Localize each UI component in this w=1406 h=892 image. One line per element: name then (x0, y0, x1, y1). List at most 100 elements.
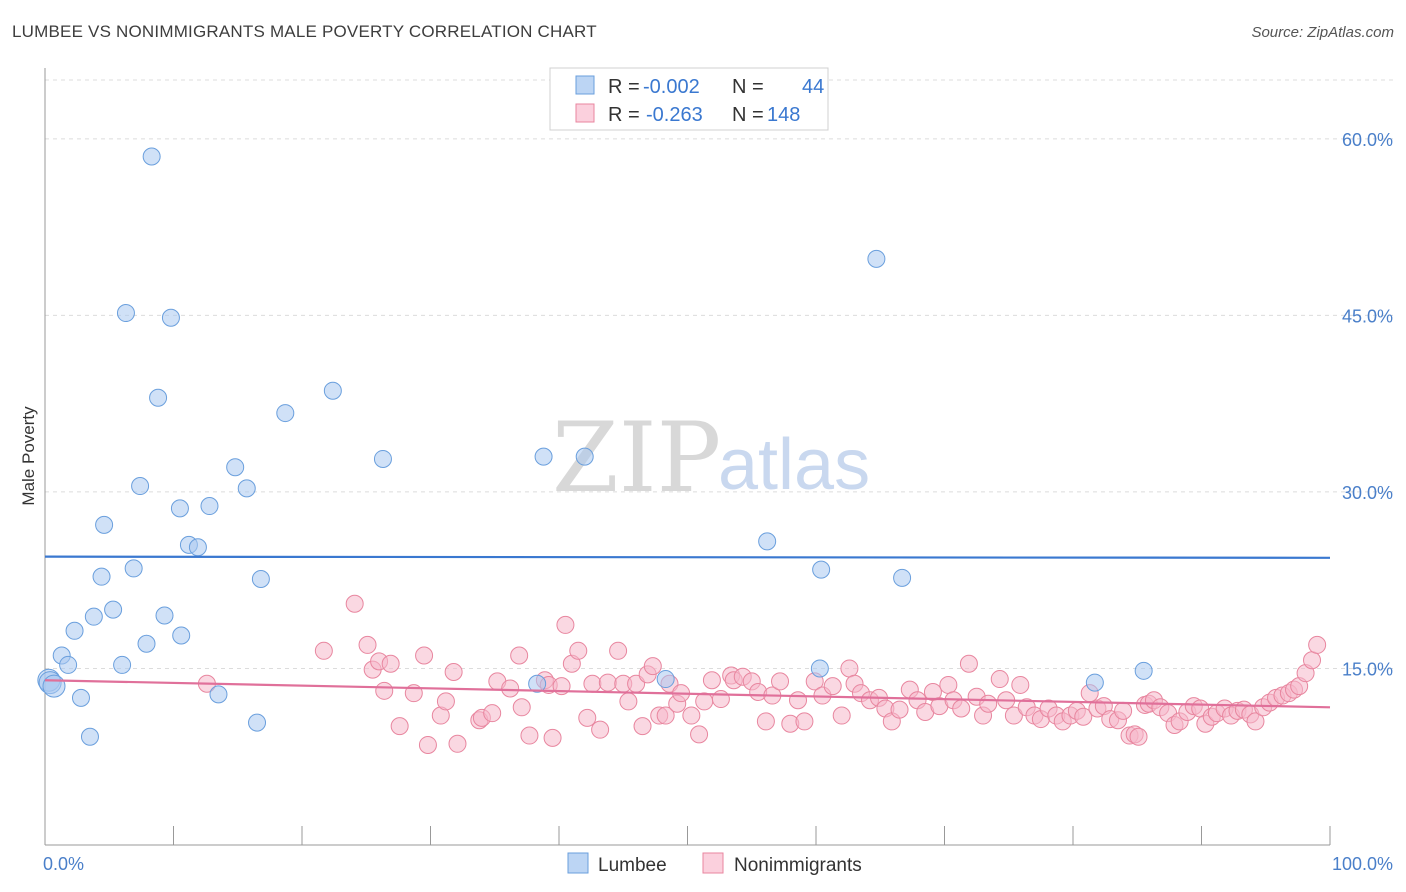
nonimmigrants-point (1129, 727, 1148, 746)
lumbee-point (170, 499, 189, 518)
nonimmigrants-point (789, 691, 808, 710)
nonimmigrants-point (444, 662, 463, 681)
nonimmigrants-point (314, 641, 333, 660)
nonimmigrants-point (619, 692, 638, 711)
nonimmigrants-point (448, 734, 467, 753)
nonimmigrants-point (418, 735, 437, 754)
nonimmigrants-point (756, 712, 775, 731)
nonimmigrants-point (771, 672, 790, 691)
nonimmigrants-point (436, 692, 455, 711)
lumbee-point (65, 621, 84, 640)
nonimmigrants-point (569, 641, 588, 660)
nonimmigrants-point (381, 654, 400, 673)
lumbee-point (237, 479, 256, 498)
nonimmigrants-point (795, 712, 814, 731)
lumbee-point (528, 674, 547, 693)
lumbee-point (758, 532, 777, 551)
gridlines (45, 79, 1395, 669)
nonimmigrants-point (633, 717, 652, 736)
lumbee-point (113, 655, 132, 674)
lumbee-point (1085, 673, 1104, 692)
lumbee-point (200, 497, 219, 516)
lumbee-point (92, 567, 111, 586)
nonimmigrants-point (979, 694, 998, 713)
lumbee-point (188, 538, 207, 557)
nonimmigrants-point (543, 728, 562, 747)
lumbee-point (137, 634, 156, 653)
bottom-legend-swatch-nonimmigrants (702, 852, 724, 874)
nonimmigrants-point (520, 726, 539, 745)
nonimmigrants-point (823, 677, 842, 696)
lumbee-point (812, 560, 831, 579)
lumbee-point (42, 674, 66, 698)
lumbee-point (226, 458, 245, 477)
watermark-atlas: atlas (718, 425, 870, 505)
x-tick-label: 100.0% (1332, 854, 1393, 874)
nonimmigrants-point (682, 706, 701, 725)
nonimmigrants-point (1308, 635, 1327, 654)
nonimmigrants-point (890, 700, 909, 719)
lumbee-point (810, 659, 829, 678)
legend-r-label: R = (608, 104, 640, 126)
bottom-legend-nonimmigrants: Nonimmigrants (734, 855, 862, 876)
nonimmigrants-point (695, 692, 714, 711)
y-tick-label: 60.0% (1342, 130, 1393, 150)
legend-r-value: -0.002 (643, 76, 700, 98)
lumbee-point (867, 249, 886, 268)
lumbee-point (209, 685, 228, 704)
lumbee-point (116, 304, 135, 323)
legend-swatch-lumbee (575, 75, 595, 95)
lumbee-point (149, 388, 168, 407)
nonimmigrants-point (345, 594, 364, 613)
nonimmigrants-point (358, 635, 377, 654)
nonimmigrants-point (939, 675, 958, 694)
lumbee-point (104, 600, 123, 619)
nonimmigrants-point (591, 720, 610, 739)
lumbee-point (155, 606, 174, 625)
legend-r-value: -0.263 (646, 104, 703, 126)
nonimmigrants-point (959, 654, 978, 673)
nonimmigrants-point (609, 641, 628, 660)
nonimmigrants-point (1074, 707, 1093, 726)
lumbee-point (575, 447, 594, 466)
lumbee-point (172, 626, 191, 645)
lumbee-point (142, 147, 161, 166)
chart-title: LUMBEE VS NONIMMIGRANTS MALE POVERTY COR… (12, 22, 597, 41)
y-axis-label: Male Poverty (19, 406, 38, 506)
tick-labels: 15.0% 30.0% 45.0% 60.0% 0.0% 100.0% (43, 130, 1393, 874)
lumbee-point (131, 477, 150, 496)
lumbee-point (893, 568, 912, 587)
nonimmigrants-point (1011, 675, 1030, 694)
nonimmigrants-point (1114, 701, 1133, 720)
nonimmigrants-point (415, 646, 434, 665)
nonimmigrants-point (711, 690, 730, 709)
nonimmigrants-trend-line (44, 679, 1331, 709)
nonimmigrants-point (656, 706, 675, 725)
lumbee-point (84, 607, 103, 626)
nonimmigrants-point (1246, 712, 1265, 731)
lumbee-trend-line (44, 555, 1331, 559)
nonimmigrants-point (375, 681, 394, 700)
nonimmigrants-point (643, 657, 662, 676)
nonimmigrants-point (690, 725, 709, 744)
y-tick-label: 30.0% (1342, 483, 1393, 503)
x-tick-label: 0.0% (43, 854, 84, 874)
lumbee-point (161, 308, 180, 327)
bottom-legend-lumbee: Lumbee (598, 855, 667, 876)
nonimmigrants-point (1004, 706, 1023, 725)
legend-n-value: 44 (802, 76, 824, 98)
nonimmigrants-point (952, 699, 971, 718)
nonimmigrants-point (501, 679, 520, 698)
lumbee-point (251, 570, 270, 589)
nonimmigrants-point (390, 717, 409, 736)
lumbee-point (248, 713, 267, 732)
nonimmigrants-point (840, 659, 859, 678)
lumbee-point (373, 449, 392, 468)
axes (44, 68, 1331, 846)
nonimmigrants-point (512, 698, 531, 717)
trend-lines (44, 555, 1331, 709)
nonimmigrants-point (583, 674, 602, 693)
legend-n-value: 148 (767, 104, 800, 126)
lumbee-point (95, 515, 114, 534)
